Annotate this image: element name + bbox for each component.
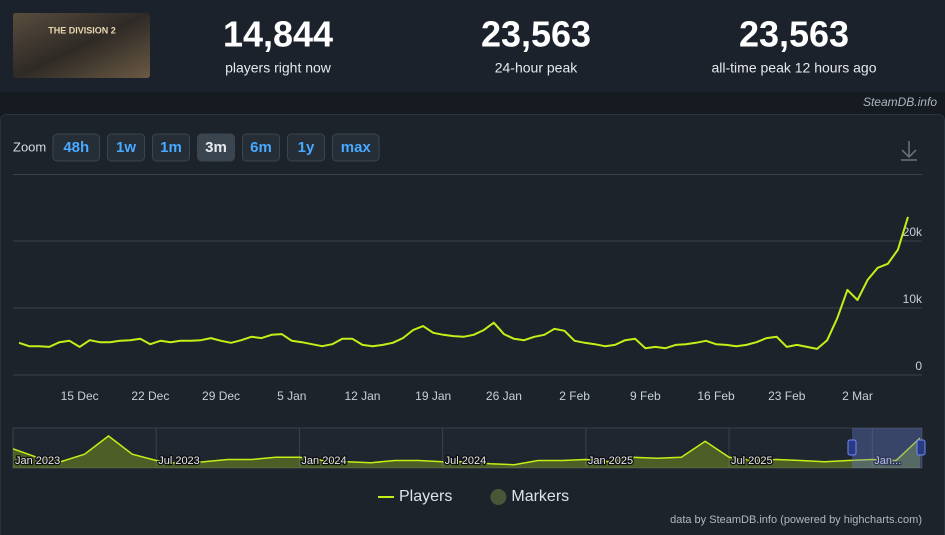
credits: data by SteamDB.info (powered by highcha… bbox=[670, 514, 922, 526]
zoom-button-bg bbox=[197, 133, 235, 162]
zoom-button[interactable]: 48h bbox=[52, 133, 100, 162]
zoom-label: Zoom bbox=[13, 139, 46, 154]
y-tick-label: 20k bbox=[903, 225, 923, 239]
zoom-button-bg bbox=[242, 133, 280, 162]
x-tick-label: 26 Jan bbox=[486, 389, 522, 403]
legend-symbol bbox=[490, 489, 507, 505]
navigator-label: Jul 2024 bbox=[445, 455, 487, 467]
x-tick-label: 2 Feb bbox=[559, 389, 590, 403]
zoom-button-bg bbox=[152, 133, 190, 162]
zoom-button-label: max bbox=[341, 139, 372, 156]
zoom-button-label: 1w bbox=[116, 139, 136, 156]
navigator-label: Jan 2025 bbox=[588, 455, 633, 467]
stat-label: all-time peak 12 hours ago bbox=[712, 60, 877, 76]
plot: 0 10k 20k 15 Dec 22 Dec 29 Dec 5 Jan 12 Jan 19 J… bbox=[13, 216, 923, 403]
series-line bbox=[18, 216, 909, 350]
x-tick-label: 15 Dec bbox=[61, 389, 99, 403]
chart-panel bbox=[0, 114, 945, 535]
navigator-label: Jul 2025 bbox=[731, 455, 773, 467]
navigator-label: Jan... bbox=[874, 455, 901, 467]
navigator-handle[interactable] bbox=[916, 439, 926, 456]
x-tick-label: 12 Jan bbox=[344, 389, 380, 403]
zoom-button-bg bbox=[107, 133, 145, 162]
stat-label: 24-hour peak bbox=[495, 60, 579, 76]
stats-bar bbox=[0, 0, 945, 92]
thumbnail-text: THE DIVISION 2 bbox=[48, 25, 116, 35]
legend: Players Markers bbox=[378, 488, 569, 505]
navigator-selection[interactable] bbox=[852, 428, 922, 468]
x-tick-label: 29 Dec bbox=[202, 389, 240, 403]
download-glyph bbox=[901, 141, 917, 161]
zoom-button[interactable]: 6m bbox=[242, 133, 280, 162]
stat-value: 14,844 bbox=[223, 14, 333, 55]
zoom-button[interactable]: max bbox=[332, 133, 380, 162]
legend-label[interactable]: Players bbox=[399, 488, 452, 505]
zoom-button-label: 1m bbox=[160, 139, 182, 156]
x-tick-label: 23 Feb bbox=[768, 389, 806, 403]
zoom-button-label: 48h bbox=[63, 139, 89, 156]
zoom-button-bg bbox=[52, 133, 100, 162]
y-tick-label: 10k bbox=[903, 292, 923, 306]
source-label: SteamDB.info bbox=[863, 95, 937, 109]
x-tick-label: 5 Jan bbox=[277, 389, 306, 403]
legend-label[interactable]: Markers bbox=[511, 488, 569, 505]
x-tick-label: 9 Feb bbox=[630, 389, 661, 403]
zoom-button[interactable]: 3m bbox=[197, 133, 235, 162]
x-tick-label: 16 Feb bbox=[697, 389, 735, 403]
zoom-button[interactable]: 1m bbox=[152, 133, 190, 162]
x-tick-label: 19 Jan bbox=[415, 389, 451, 403]
zoom-buttons: 48h 1w 1m 3m 6m 1y max bbox=[52, 133, 380, 162]
download-icon[interactable] bbox=[901, 141, 917, 161]
navigator-label: Jan 2023 bbox=[15, 455, 60, 467]
y-tick-label: 0 bbox=[915, 359, 922, 373]
zoom-button[interactable]: 1y bbox=[287, 133, 325, 162]
zoom-button-bg bbox=[287, 133, 325, 162]
series-line bbox=[12, 435, 921, 466]
stat-value: 23,563 bbox=[739, 14, 849, 55]
zoom-button[interactable]: 1w bbox=[107, 133, 145, 162]
zoom-button-label: 3m bbox=[205, 139, 227, 156]
navigator-handle[interactable] bbox=[847, 439, 857, 456]
game-thumbnail bbox=[13, 13, 150, 78]
x-tick-label: 22 Dec bbox=[131, 389, 169, 403]
zoom-button-bg bbox=[332, 133, 380, 162]
navigator-label: Jan 2024 bbox=[301, 455, 346, 467]
navigator: Jan 2023 Jul 2023 Jan 2024 Jul 2024 Jan 2025… bbox=[12, 427, 926, 469]
zoom-button-label: 6m bbox=[250, 139, 272, 156]
x-tick-label: 2 Mar bbox=[842, 389, 873, 403]
zoom-button-label: 1y bbox=[298, 139, 315, 156]
stat-label: players right now bbox=[225, 60, 332, 76]
navigator-label: Jul 2023 bbox=[158, 455, 200, 467]
stat-value: 23,563 bbox=[481, 14, 591, 55]
